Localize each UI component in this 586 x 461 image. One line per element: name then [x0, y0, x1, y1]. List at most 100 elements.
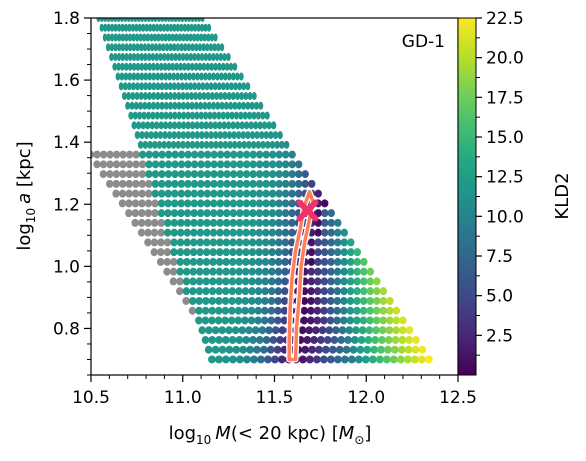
heatmap-cell [196, 82, 202, 91]
heatmap-cell [277, 131, 283, 140]
heatmap-cell [194, 131, 200, 140]
heatmap-cell [127, 33, 133, 42]
heatmap-cell [171, 150, 179, 159]
heatmap-cell [132, 160, 140, 169]
heatmap-cell [349, 345, 358, 354]
heatmap-cell [237, 82, 243, 91]
heatmap-cell [337, 335, 346, 344]
heatmap-cell [197, 160, 205, 169]
heatmap-cell [216, 209, 224, 218]
heatmap-cell [183, 228, 191, 237]
heatmap-cell [253, 101, 259, 110]
heatmap-cell [371, 335, 379, 344]
heatmap-cell [275, 160, 283, 169]
heatmap-cell [180, 92, 186, 101]
heatmap-cell [189, 248, 198, 257]
heatmap-cell [183, 248, 191, 257]
heatmap-cell [169, 267, 178, 276]
heatmap-cell [281, 218, 290, 227]
heatmap-cell [157, 238, 165, 247]
heatmap-cell [193, 62, 199, 71]
heatmap-cell [172, 43, 177, 52]
heatmap-cell [158, 160, 166, 169]
heatmap-cell [200, 18, 205, 22]
x-tick-label: 12.5 [439, 388, 477, 408]
heatmap-cell [209, 228, 218, 237]
heatmap-cell [203, 238, 211, 247]
heatmap-cell [158, 53, 163, 62]
heatmap-cell [235, 257, 243, 266]
heatmap-cell [320, 277, 329, 286]
heatmap-cell [314, 257, 322, 266]
heatmap-cell [327, 257, 335, 266]
heatmap-cell [131, 33, 136, 42]
heatmap-cell [131, 43, 137, 52]
heatmap-cell [126, 18, 131, 22]
heatmap-cell [392, 326, 400, 335]
heatmap-cell [139, 53, 144, 62]
heatmap-cell [163, 267, 171, 276]
heatmap-cell [359, 306, 368, 315]
heatmap-cell [163, 72, 169, 81]
heatmap-cell [366, 277, 375, 286]
heatmap-cell [251, 326, 260, 335]
heatmap-cell [262, 199, 270, 208]
heatmap-cell [262, 238, 270, 247]
heatmap-cell [172, 121, 178, 130]
heatmap-cell [120, 23, 125, 32]
heatmap-cell [112, 170, 120, 179]
heatmap-cell [131, 199, 140, 208]
heatmap-cell [202, 296, 210, 305]
heatmap-cell [300, 306, 308, 315]
heatmap-cell [208, 306, 216, 315]
heatmap-cell [188, 296, 197, 305]
heatmap-cell [359, 296, 368, 305]
heatmap-cell [150, 238, 159, 247]
heatmap-cell [215, 296, 223, 305]
heatmap-cell [182, 267, 191, 276]
heatmap-cell [266, 345, 275, 354]
heatmap-cell [280, 306, 289, 315]
heatmap-cell [205, 92, 211, 101]
heatmap-cell [217, 131, 223, 140]
heatmap-cell [222, 92, 228, 101]
heatmap-cell [123, 18, 128, 22]
heatmap-cell [197, 150, 205, 159]
heatmap-cell [182, 287, 190, 296]
heatmap-cell [353, 277, 361, 286]
heatmap-cell [189, 287, 197, 296]
heatmap-cell [319, 355, 328, 364]
heatmap-cell [265, 326, 273, 335]
heatmap-cell [220, 111, 226, 120]
heatmap-cell [185, 121, 191, 130]
heatmap-cell [154, 23, 160, 32]
heatmap-cell [116, 43, 122, 52]
heatmap-cell [232, 140, 238, 149]
heatmap-cell [197, 189, 205, 198]
heatmap-cell [245, 326, 253, 335]
heatmap-cell [135, 62, 141, 71]
heatmap-cell [180, 18, 185, 22]
heatmap-cell [164, 150, 173, 159]
heatmap-cell [307, 257, 316, 266]
heatmap-cell [224, 82, 230, 91]
heatmap-cell [385, 326, 394, 335]
heatmap-cell [190, 228, 198, 237]
heatmap-cell [159, 111, 165, 120]
heatmap-cell [194, 121, 200, 130]
heatmap-cell [154, 53, 160, 62]
heatmap-cell [366, 316, 374, 325]
heatmap-cell [119, 72, 125, 81]
heatmap-cell [230, 92, 236, 101]
heatmap-cells [91, 18, 433, 364]
heatmap-cell [226, 131, 233, 140]
heatmap-cell [340, 296, 348, 305]
heatmap-cell [334, 218, 342, 227]
heatmap-cell [315, 345, 323, 354]
heatmap-cell [176, 92, 182, 101]
heatmap-cell [169, 277, 178, 286]
heatmap-cell [143, 72, 149, 81]
heatmap-cell [242, 179, 251, 188]
heatmap-cell [194, 140, 200, 149]
heatmap-cell [112, 160, 121, 169]
